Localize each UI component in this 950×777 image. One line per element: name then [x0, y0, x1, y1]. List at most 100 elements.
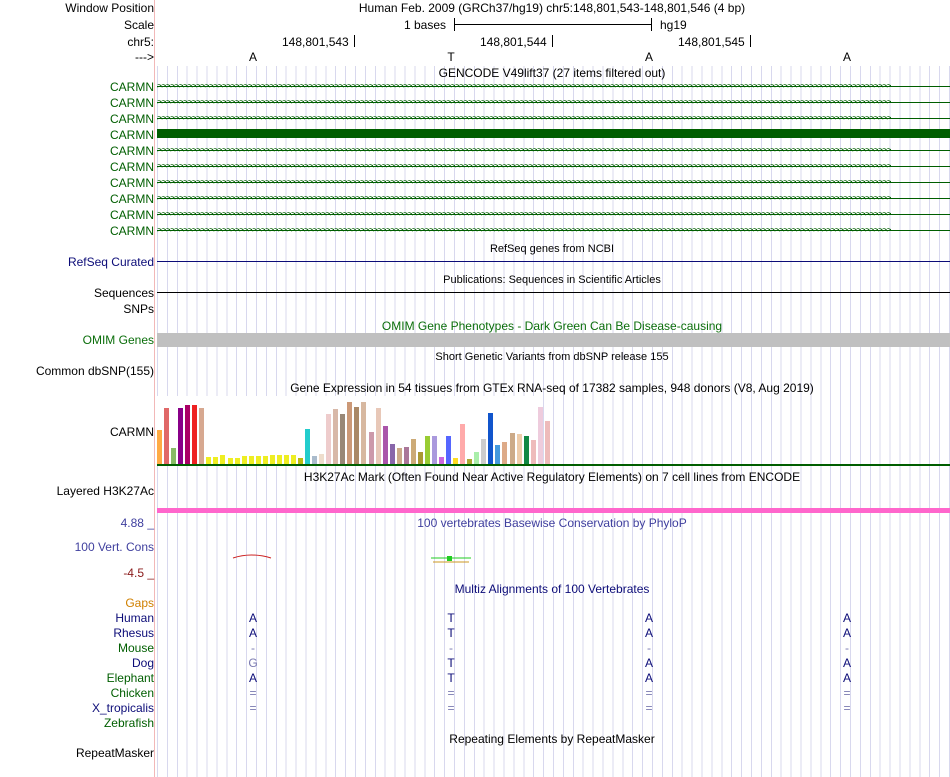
gtex-tissue-bar[interactable] [460, 424, 465, 464]
h3k27ac-track-label[interactable]: Layered H3K27Ac [56, 484, 154, 498]
gtex-tissue-bar[interactable] [228, 458, 233, 464]
gencode-transcript[interactable]: >>>>>>>>>>>>>>>>>>>>>>>>>>>>>>>>>>>>>>>>… [157, 116, 950, 121]
gencode-transcript[interactable]: >>>>>>>>>>>>>>>>>>>>>>>>>>>>>>>>>>>>>>>>… [157, 212, 950, 217]
phylop-track-title[interactable]: 100 vertebrates Basewise Conservation by… [417, 516, 687, 530]
multiz-species-label[interactable]: Rhesus [113, 626, 154, 640]
gencode-transcript[interactable]: >>>>>>>>>>>>>>>>>>>>>>>>>>>>>>>>>>>>>>>>… [157, 148, 950, 153]
gencode-item-label[interactable]: CARMN [110, 208, 154, 222]
gencode-item-label[interactable]: CARMN [110, 112, 154, 126]
gtex-track-title[interactable]: Gene Expression in 54 tissues from GTEx … [290, 381, 814, 395]
multiz-gaps-label[interactable]: Gaps [125, 596, 154, 610]
multiz-species-label[interactable]: Mouse [117, 641, 154, 655]
multiz-species-label[interactable]: Elephant [106, 671, 154, 685]
gtex-tissue-bar[interactable] [192, 405, 197, 464]
dbsnp-track-title[interactable]: Short Genetic Variants from dbSNP releas… [435, 351, 669, 363]
gencode-track-title[interactable]: GENCODE V49lift37 (27 items filtered out… [438, 66, 666, 80]
gtex-tissue-bar[interactable] [481, 439, 486, 464]
gencode-item-label[interactable]: CARMN [110, 224, 154, 238]
gtex-tissue-bar[interactable] [376, 408, 381, 464]
gtex-tissue-bar[interactable] [263, 456, 268, 464]
pubs-line[interactable] [157, 292, 950, 293]
multiz-species-label[interactable]: X_tropicalis [91, 701, 154, 715]
gtex-tissue-bar[interactable] [538, 407, 543, 464]
gencode-item-label[interactable]: CARMN [110, 160, 154, 174]
gtex-tissue-bar[interactable] [439, 457, 444, 464]
gencode-transcript[interactable]: >>>>>>>>>>>>>>>>>>>>>>>>>>>>>>>>>>>>>>>>… [157, 84, 950, 89]
pubs-track-label[interactable]: Sequences [93, 286, 154, 300]
gtex-tissue-bar[interactable] [256, 456, 261, 464]
gencode-transcript[interactable]: >>>>>>>>>>>>>>>>>>>>>>>>>>>>>>>>>>>>>>>>… [157, 196, 950, 201]
repeatmasker-track-title[interactable]: Repeating Elements by RepeatMasker [449, 732, 655, 746]
h3k27ac-signal[interactable] [157, 508, 950, 513]
gtex-tissue-bar[interactable] [326, 414, 331, 464]
gtex-tissue-bar[interactable] [354, 407, 359, 464]
gtex-tissue-bar[interactable] [340, 414, 345, 464]
gtex-tissue-bar[interactable] [277, 455, 282, 464]
pubs-track-title[interactable]: Publications: Sequences in Scientific Ar… [443, 274, 661, 286]
refseq-gene-line[interactable] [157, 261, 950, 262]
gencode-item-label[interactable]: CARMN [110, 80, 154, 94]
gtex-tissue-bar[interactable] [369, 432, 374, 464]
phylop-plot[interactable] [157, 550, 950, 570]
gtex-tissue-bar[interactable] [235, 458, 240, 464]
gtex-tissue-bar[interactable] [298, 458, 303, 464]
gtex-tissue-bar[interactable] [390, 444, 395, 464]
gtex-tissue-bar[interactable] [446, 436, 451, 464]
h3k27ac-track-title[interactable]: H3K27Ac Mark (Often Found Near Active Re… [303, 470, 801, 484]
gtex-track-label[interactable]: CARMN [110, 425, 154, 439]
gtex-tissue-bar[interactable] [531, 440, 536, 464]
gtex-tissue-bar[interactable] [418, 452, 423, 464]
gencode-item-label[interactable]: CARMN [110, 144, 154, 158]
omim-track-label[interactable]: OMIM Genes [82, 333, 154, 347]
window-position-value[interactable]: Human Feb. 2009 (GRCh37/hg19) chr5:148,8… [358, 1, 746, 15]
multiz-track-title[interactable]: Multiz Alignments of 100 Vertebrates [454, 582, 650, 596]
gencode-transcript[interactable]: >>>>>>>>>>>>>>>>>>>>>>>>>>>>>>>>>>>>>>>>… [157, 228, 950, 233]
gtex-tissue-bar[interactable] [383, 426, 388, 464]
gencode-transcript[interactable]: >>>>>>>>>>>>>>>>>>>>>>>>>>>>>>>>>>>>>>>>… [157, 100, 950, 105]
gtex-tissue-bar[interactable] [467, 459, 472, 464]
gtex-tissue-bar[interactable] [178, 408, 183, 464]
snps-label[interactable]: SNPs [123, 302, 154, 316]
multiz-species-label[interactable]: Human [115, 611, 154, 625]
gencode-item-label[interactable]: CARMN [110, 128, 154, 142]
gtex-tissue-bar[interactable] [397, 448, 402, 464]
gtex-tissue-bar[interactable] [432, 436, 437, 464]
gtex-tissue-bar[interactable] [319, 454, 324, 464]
refseq-track-title[interactable]: RefSeq genes from NCBI [489, 243, 615, 255]
repeatmasker-track-label[interactable]: RepeatMasker [75, 746, 154, 760]
multiz-species-label[interactable]: Chicken [110, 686, 154, 700]
gtex-tissue-bar[interactable] [157, 430, 162, 464]
gtex-tissue-bar[interactable] [171, 448, 176, 464]
gtex-tissue-bar[interactable] [220, 455, 225, 464]
gtex-tissue-bar[interactable] [249, 456, 254, 464]
gtex-tissue-bar[interactable] [185, 405, 190, 464]
gtex-tissue-bar[interactable] [284, 455, 289, 464]
gtex-tissue-bar[interactable] [312, 456, 317, 464]
gtex-tissue-bar[interactable] [404, 447, 409, 464]
gtex-tissue-bar[interactable] [333, 409, 338, 464]
gtex-tissue-bar[interactable] [488, 413, 493, 464]
omim-track-title[interactable]: OMIM Gene Phenotypes - Dark Green Can Be… [381, 319, 723, 333]
multiz-species-label[interactable]: Zebrafish [103, 716, 154, 730]
gtex-tissue-bar[interactable] [425, 436, 430, 464]
gtex-tissue-bar[interactable] [206, 457, 211, 464]
gtex-tissue-bar[interactable] [270, 455, 275, 464]
gencode-item-label[interactable]: CARMN [110, 96, 154, 110]
gtex-tissue-bar[interactable] [524, 436, 529, 464]
gencode-item-label[interactable]: CARMN [110, 192, 154, 206]
omim-gene-bar[interactable] [157, 333, 950, 347]
gtex-tissue-bar[interactable] [502, 442, 507, 464]
dbsnp-track-label[interactable]: Common dbSNP(155) [35, 364, 154, 378]
gtex-tissue-bar[interactable] [510, 433, 515, 464]
gtex-tissue-bar[interactable] [474, 452, 479, 464]
gencode-transcript[interactable]: >>>>>>>>>>>>>>>>>>>>>>>>>>>>>>>>>>>>>>>>… [157, 164, 950, 169]
multiz-species-label[interactable]: Dog [131, 656, 154, 670]
gtex-tissue-bar[interactable] [242, 456, 247, 464]
gtex-tissue-bar[interactable] [213, 457, 218, 464]
gtex-tissue-bar[interactable] [291, 455, 296, 464]
gtex-tissue-bar[interactable] [545, 421, 550, 464]
gtex-tissue-bar[interactable] [164, 408, 169, 464]
gtex-tissue-bar[interactable] [347, 402, 352, 464]
gtex-tissue-bar[interactable] [495, 445, 500, 464]
gtex-tissue-bar[interactable] [517, 434, 522, 464]
